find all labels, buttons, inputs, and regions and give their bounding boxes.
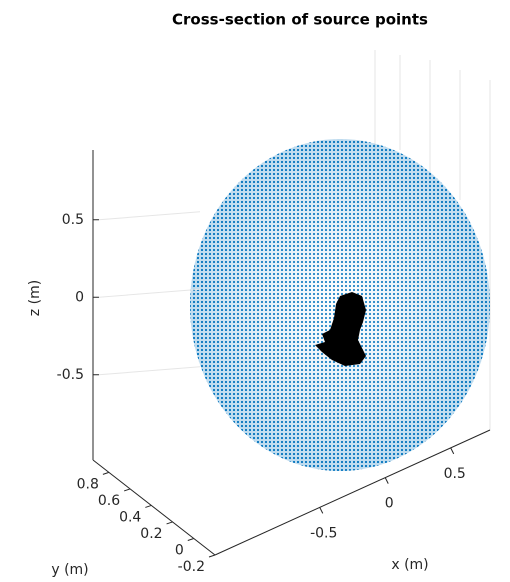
y-tick-label: 0.6 (98, 493, 120, 509)
y-tick (187, 538, 194, 541)
y-axis (92, 459, 216, 556)
y-tick (166, 521, 173, 525)
x-tick-label: -0.5 (310, 525, 337, 541)
z-axis-label: z (m) (27, 280, 43, 316)
x-axis-label: x (m) (391, 557, 428, 573)
y-tick (145, 504, 152, 508)
x-tick (384, 477, 389, 484)
grid-line (98, 288, 201, 298)
y-tick (102, 471, 110, 475)
x-tick-label: 0.5 (444, 466, 466, 482)
grid-line (98, 366, 201, 376)
head-model (315, 292, 366, 366)
y-axis-label: y (m) (51, 562, 88, 578)
y-tick (208, 554, 216, 558)
y-tick (123, 488, 131, 492)
y-tick-label: 0 (175, 542, 184, 558)
x-axis (214, 429, 491, 556)
z-tick-label: -0.5 (57, 367, 84, 383)
x-tick (450, 447, 455, 455)
z-tick-label: 0 (75, 289, 84, 305)
y-tick-label: 0.2 (140, 526, 162, 542)
x-tick (319, 507, 324, 514)
z-tick-label: 0.5 (62, 212, 84, 228)
grid-line (98, 211, 201, 221)
y-tick-label: 0.4 (119, 509, 141, 525)
chart-title: Cross-section of source points (172, 11, 428, 29)
x-tick-label: 0 (385, 496, 394, 512)
y-tick-label: 0.8 (77, 476, 99, 492)
back-grid (374, 50, 491, 430)
y-tick-label: -0.2 (178, 559, 205, 575)
